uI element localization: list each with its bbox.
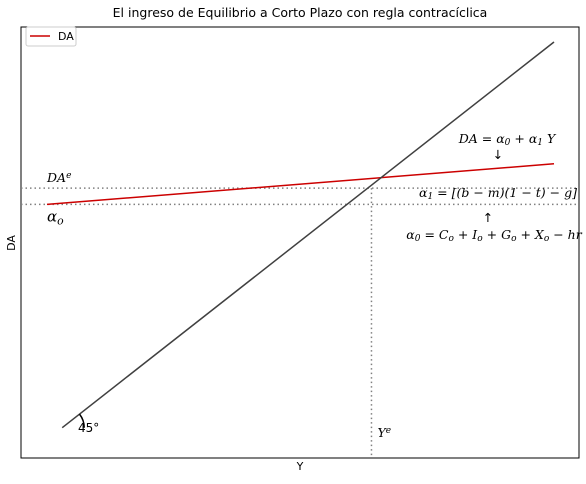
- da-line: [46, 163, 555, 206]
- legend-label-da: DA: [58, 30, 74, 43]
- arrow-down: ↓: [493, 147, 503, 162]
- angle-45-label: 45°: [78, 421, 99, 435]
- chart-marks: [21, 41, 579, 458]
- legend: DA: [25, 26, 77, 47]
- da-e-label: DAe: [46, 170, 71, 185]
- da-equation: DA = α0 + α1 Y: [458, 131, 557, 148]
- legend-frame: [25, 26, 77, 47]
- x-axis-label: Y: [296, 460, 304, 473]
- alpha0-equation: α0 = Co + Io + Go + Xo − hr: [406, 227, 582, 244]
- line-45-degree: [61, 41, 555, 429]
- angle-45-arc: [78, 413, 85, 428]
- chart-annotations: DAe αo Ye 45° DA = α0 + α1 Y↓ α1 = [(b − m)(1…: [46, 131, 583, 440]
- plot-frame: [20, 26, 580, 459]
- chart-title: El ingreso de Equilibrio a Corto Plazo c…: [113, 5, 488, 20]
- arrow-up: ↑: [483, 210, 493, 225]
- alpha1-equation: α1 = [(b − m)(1 − t) − g]: [419, 185, 577, 202]
- y-e-label: Ye: [377, 425, 391, 440]
- y-axis-label: DA: [5, 235, 18, 251]
- alpha-o-label: αo: [47, 207, 64, 227]
